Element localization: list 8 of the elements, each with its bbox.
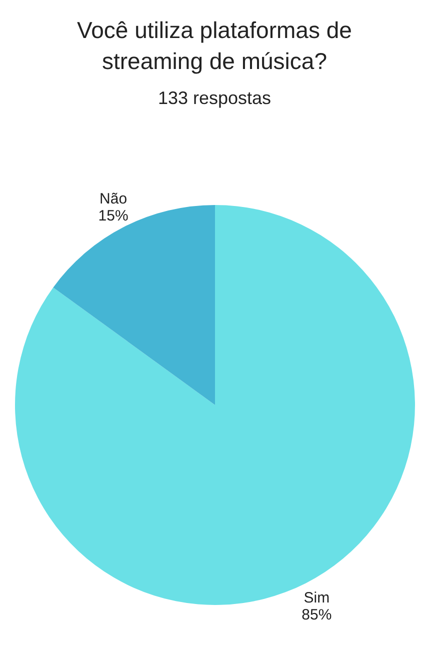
chart-subtitle: 133 respostas [158,88,272,108]
slice-label: Sim [304,590,330,607]
pie-slice [53,205,215,405]
data-label: 85% [302,606,332,624]
slice-label: Não [100,190,128,208]
chart-title: Você utiliza plataformas de streaming de música? [77,17,352,74]
data-label: 15% [98,207,128,224]
pie-slice [15,205,415,605]
